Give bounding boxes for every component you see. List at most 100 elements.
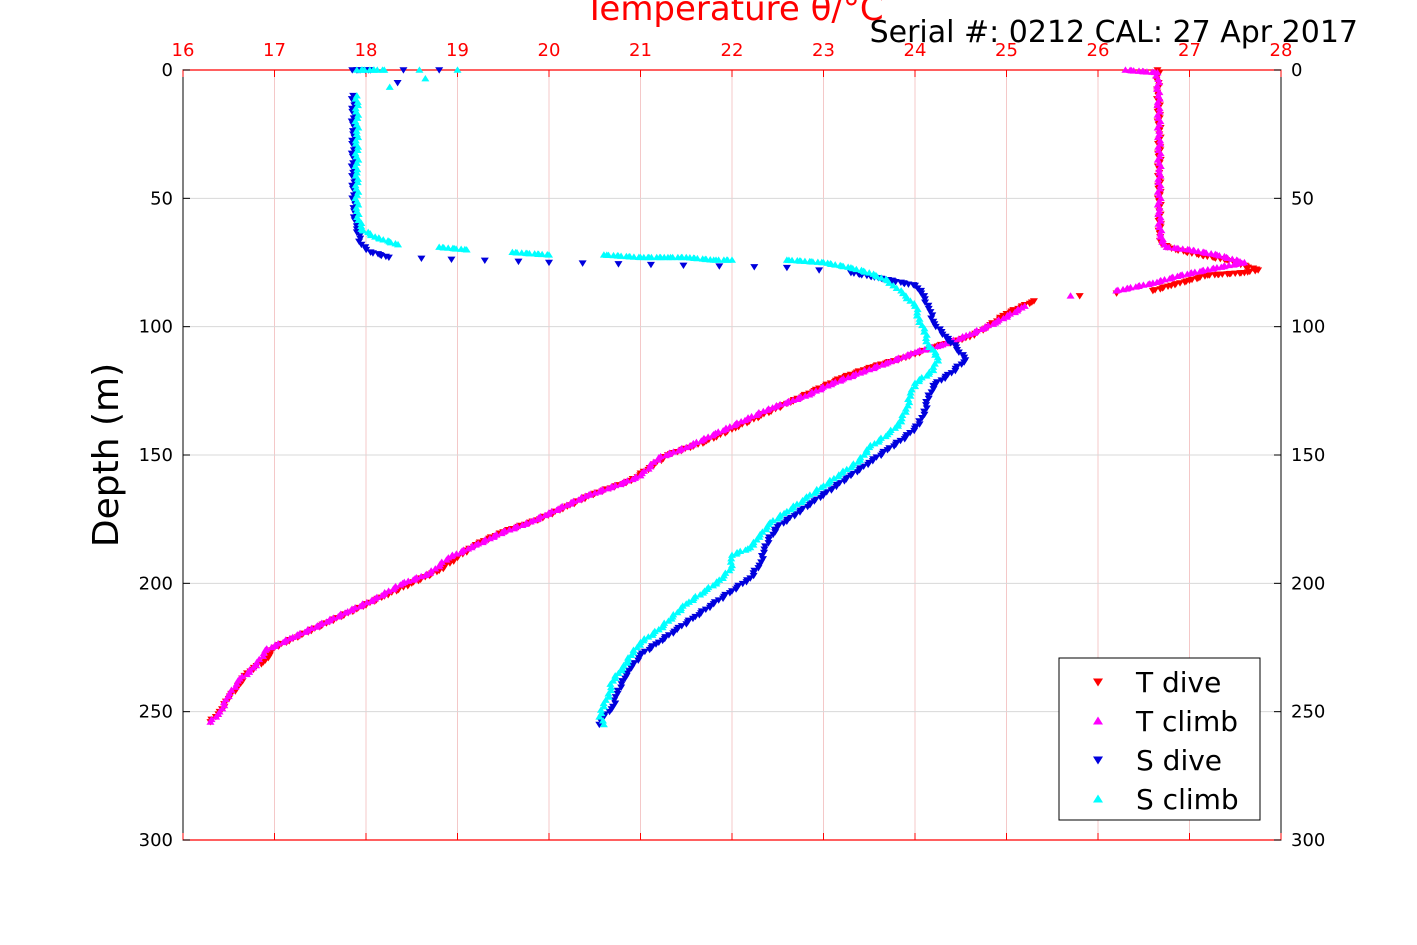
data-point <box>860 268 869 275</box>
data-point <box>362 246 371 254</box>
data-point <box>367 597 376 605</box>
data-point <box>1154 143 1163 150</box>
data-point <box>624 654 633 661</box>
data-point <box>911 379 919 386</box>
data-point <box>664 632 673 639</box>
data-point <box>756 530 765 538</box>
y-tick-label-left: 250 <box>139 702 173 723</box>
data-point <box>860 451 869 458</box>
data-point <box>759 556 768 563</box>
data-point <box>906 429 915 437</box>
data-point <box>891 424 900 431</box>
data-point <box>1154 220 1163 227</box>
data-point <box>797 498 806 506</box>
data-point <box>431 565 440 572</box>
data-point <box>779 520 788 527</box>
data-point <box>920 411 929 419</box>
data-point <box>1131 283 1140 290</box>
data-point <box>1202 249 1211 256</box>
data-point <box>1153 111 1162 118</box>
data-point <box>219 698 228 706</box>
data-point <box>623 659 632 666</box>
data-point <box>701 606 710 613</box>
y-tick-label-left: 200 <box>139 573 173 594</box>
data-point <box>816 385 825 393</box>
data-point <box>898 411 907 419</box>
series-t-dive <box>206 67 1263 726</box>
data-point <box>947 370 956 377</box>
series-t-climb <box>206 66 1249 725</box>
data-point <box>545 251 553 258</box>
data-point <box>760 546 769 553</box>
data-point <box>648 631 657 638</box>
data-point <box>789 396 798 404</box>
data-point <box>599 702 608 710</box>
data-point <box>1154 75 1163 82</box>
data-point <box>389 585 398 593</box>
data-point <box>913 308 922 316</box>
data-point <box>759 407 768 415</box>
data-point <box>915 418 924 425</box>
data-point <box>417 572 426 580</box>
data-point <box>846 472 855 480</box>
data-point <box>393 80 402 87</box>
data-point <box>750 264 759 271</box>
data-point <box>259 649 268 656</box>
data-point <box>652 641 661 648</box>
data-point <box>817 484 826 491</box>
data-point <box>728 551 736 558</box>
data-point <box>578 260 587 267</box>
data-point <box>366 231 375 239</box>
data-point <box>697 437 706 444</box>
data-point <box>865 365 874 373</box>
data-point <box>892 284 901 291</box>
data-point <box>682 443 691 451</box>
legend-label: T climb <box>1135 705 1238 738</box>
data-point <box>669 630 678 637</box>
data-point <box>920 408 929 415</box>
data-point <box>832 483 841 491</box>
data-point <box>1153 98 1162 105</box>
data-point <box>644 465 653 472</box>
data-point <box>599 699 608 707</box>
data-point <box>693 254 702 262</box>
data-point <box>732 550 741 557</box>
data-point <box>922 334 931 342</box>
data-point <box>538 250 547 258</box>
data-point <box>929 386 938 393</box>
data-point <box>617 252 626 259</box>
data-point <box>480 257 489 265</box>
data-point <box>456 548 465 556</box>
x-tick-label: 16 <box>172 40 195 61</box>
data-point <box>1129 67 1138 74</box>
data-point <box>1144 280 1153 288</box>
data-point <box>847 463 856 471</box>
y-tick-label-left: 0 <box>162 60 173 81</box>
data-point <box>769 531 778 539</box>
chart-title: Temperature θ/°C <box>583 0 883 29</box>
data-point <box>674 447 683 454</box>
legend-label: S climb <box>1136 783 1239 816</box>
data-point <box>827 487 836 494</box>
data-point <box>885 279 894 286</box>
data-point <box>696 591 705 598</box>
data-point <box>545 259 553 267</box>
data-point <box>347 118 356 125</box>
data-point <box>890 443 899 450</box>
data-point <box>742 579 751 586</box>
data-point <box>1156 149 1165 157</box>
data-point <box>921 299 930 306</box>
data-point <box>417 255 426 262</box>
data-point <box>682 621 691 628</box>
data-point <box>212 713 221 720</box>
legend-marker <box>1093 716 1103 725</box>
data-point <box>1173 272 1182 279</box>
y-axis-label: Depth (m) <box>86 363 127 547</box>
data-point <box>816 494 825 502</box>
data-point <box>781 399 790 407</box>
data-point <box>834 473 843 480</box>
data-point <box>891 356 900 364</box>
data-point <box>782 518 791 525</box>
data-point <box>933 353 942 361</box>
data-point <box>929 366 938 374</box>
